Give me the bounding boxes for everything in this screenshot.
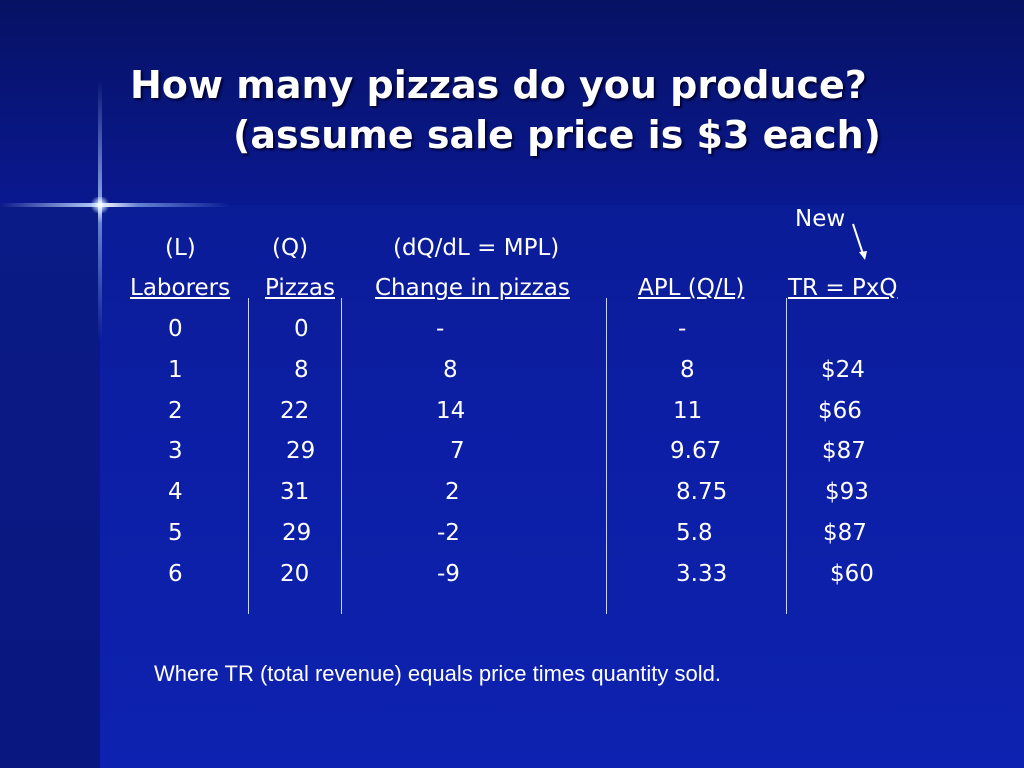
title-line-1: How many pizzas do you produce? — [130, 63, 867, 107]
slide-title: How many pizzas do you produce? (assume … — [130, 60, 881, 160]
table-cell: 29 — [282, 520, 312, 546]
table-cell: -9 — [437, 561, 460, 587]
table-cell: $87 — [822, 438, 866, 464]
light-flare-core — [90, 197, 110, 213]
table-cell: 8.75 — [676, 479, 728, 505]
table-cell: 8 — [680, 357, 695, 383]
table-cell: 0 — [168, 316, 183, 342]
table-cell: $24 — [821, 357, 865, 383]
table-cell: 5 — [168, 520, 183, 546]
table-cell: $87 — [823, 520, 867, 546]
title-line-2: (assume sale price is $3 each) — [233, 113, 882, 157]
table-cell: 14 — [436, 398, 466, 424]
table-cell: - — [436, 316, 445, 342]
column-divider — [341, 298, 342, 614]
column-divider — [606, 298, 607, 614]
table-cell: 0 — [294, 316, 309, 342]
column-divider — [248, 298, 249, 614]
table-cell: 29 — [286, 438, 316, 464]
footnote: Where TR (total revenue) equals price ti… — [154, 661, 721, 686]
symbol-pizzas: (Q) — [272, 235, 309, 261]
table-cell: 2 — [168, 398, 183, 424]
header-change-in-pizzas: Change in pizzas — [375, 275, 570, 301]
symbol-laborers: (L) — [165, 235, 196, 261]
symbol-mpl: (dQ/dL = MPL) — [393, 235, 560, 261]
header-laborers: Laborers — [130, 275, 231, 301]
table-cell: 31 — [280, 479, 310, 505]
down-arrow-icon — [852, 223, 867, 260]
table-cell: 7 — [450, 438, 465, 464]
table-cell: 6 — [168, 561, 183, 587]
table-cell: 3.33 — [676, 561, 728, 587]
left-band — [0, 205, 100, 768]
new-label: New — [795, 206, 846, 232]
title-band — [0, 0, 1024, 205]
table-cell: $93 — [825, 479, 869, 505]
table-cell: 11 — [673, 398, 703, 424]
table-cell: 2 — [445, 479, 460, 505]
header-apl: APL (Q/L) — [638, 275, 745, 301]
table-cell: $60 — [830, 561, 874, 587]
table-cell: 3 — [168, 438, 183, 464]
table-cell: 5.8 — [676, 520, 713, 546]
table-cell: -2 — [437, 520, 460, 546]
header-tr: TR = PxQ — [788, 275, 898, 301]
table-cell: 20 — [280, 561, 310, 587]
table-cell: 8 — [443, 357, 458, 383]
table-cell: 8 — [294, 357, 309, 383]
table-cell: 9.67 — [670, 438, 722, 464]
table-cell: 1 — [168, 357, 183, 383]
table-cell: $66 — [818, 398, 862, 424]
table-cell: 22 — [280, 398, 310, 424]
light-flare-horizontal — [0, 203, 230, 207]
header-pizzas: Pizzas — [265, 275, 335, 301]
table-cell: - — [678, 316, 687, 342]
column-divider — [786, 298, 787, 614]
table-cell: 4 — [168, 479, 183, 505]
